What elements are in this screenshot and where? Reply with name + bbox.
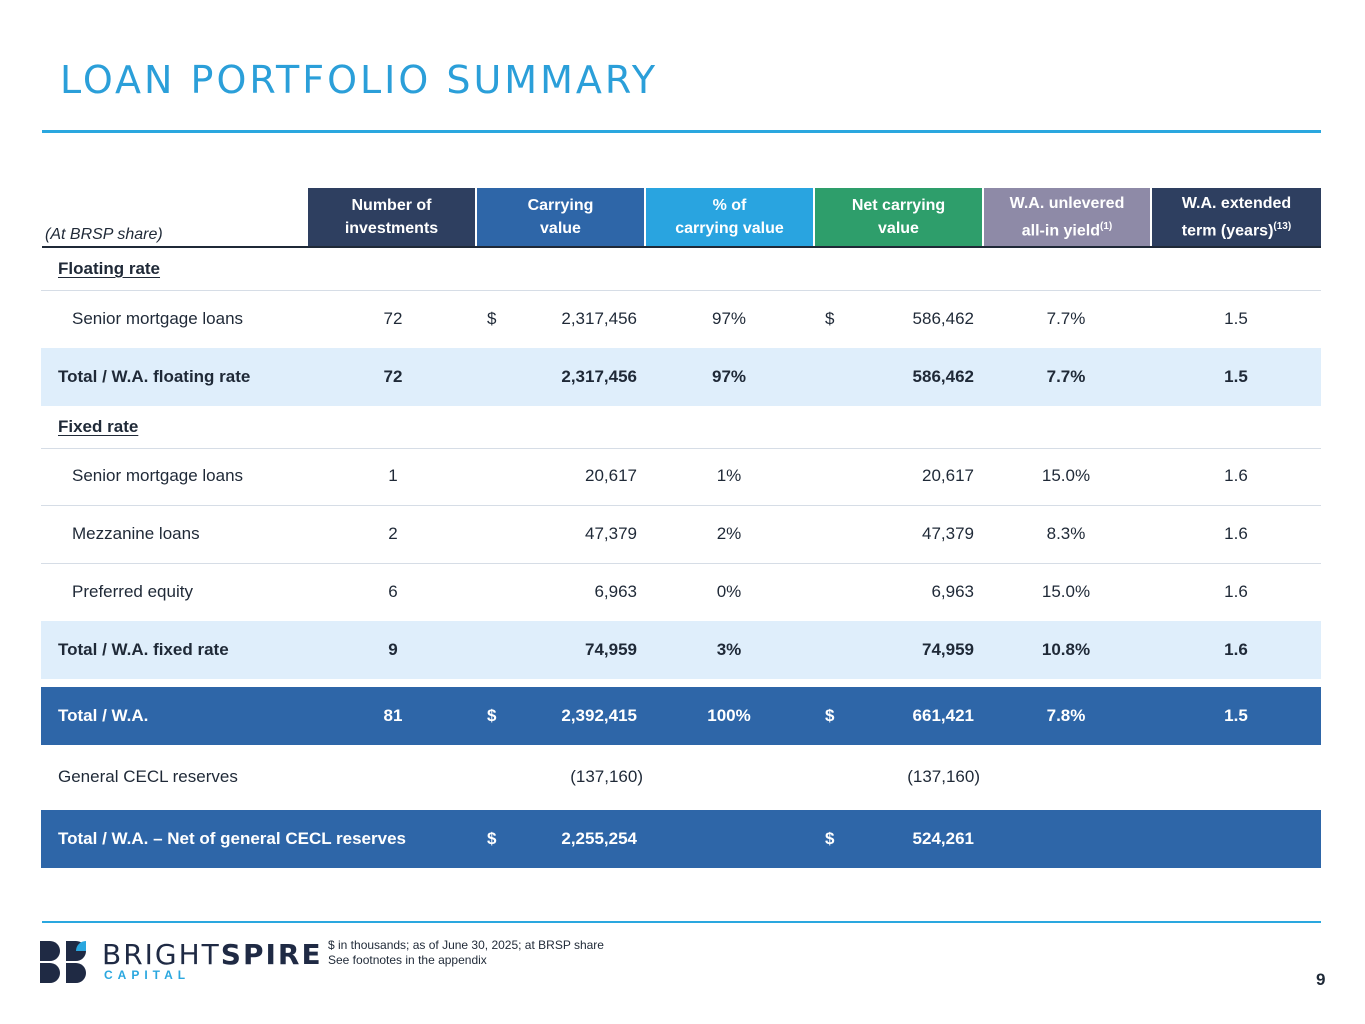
row-label: Mezzanine loans <box>72 524 200 543</box>
footer-divider <box>42 921 1321 923</box>
cell-carrying-value: 2,255,254 <box>561 829 637 848</box>
cell-yield: 15.0% <box>1041 582 1091 601</box>
cell-percent: 1% <box>716 466 742 485</box>
row-label: Senior mortgage loans <box>72 309 244 328</box>
cell-count: 6 <box>388 582 398 601</box>
header-underline <box>42 246 1321 248</box>
cell-carrying-value: 74,959 <box>585 640 637 659</box>
cell-term: 1.5 <box>1224 706 1248 725</box>
header-carrying-value: Carrying value <box>477 188 644 246</box>
table-row: Senior mortgage loans 72 $ 2,317,456 97%… <box>41 290 1321 349</box>
cell-term: 1.6 <box>1224 466 1248 485</box>
cell-net-carrying-value: 20,617 <box>922 466 974 485</box>
cell-percent: 97% <box>711 367 747 386</box>
cell-carrying-value: 20,617 <box>585 466 637 485</box>
cell-net-carrying-value: (137,160) <box>907 767 980 786</box>
cell-term: 1.5 <box>1224 367 1248 386</box>
cell-net-carrying-value: 6,963 <box>931 582 974 601</box>
section-label: Fixed rate <box>58 417 139 436</box>
cell-carrying-value: 2,392,415 <box>561 706 637 725</box>
cell-net-carrying-value: 47,379 <box>922 524 974 543</box>
table-row: Preferred equity 6 6,963 0% 6,963 15.0% … <box>41 563 1321 621</box>
brightspire-logo-icon <box>40 941 86 983</box>
cell-net-carrying-value: 586,462 <box>912 367 974 386</box>
cell-count: 2 <box>388 524 398 543</box>
cell-carrying-value: 2,317,456 <box>561 367 637 386</box>
cecl-reserves-row: General CECL reserves (137,160) (137,160… <box>41 748 1321 806</box>
cell-net-carrying-value: 74,959 <box>922 640 974 659</box>
cell-percent: 100% <box>707 706 751 725</box>
grand-total-row: Total / W.A. 81 $ 2,392,415 100% $ 661,4… <box>41 687 1321 745</box>
brand-subtitle: CAPITAL <box>104 968 191 982</box>
row-label: General CECL reserves <box>58 767 238 786</box>
title-divider <box>42 130 1321 133</box>
cell-net-carrying-value: 524,261 <box>912 829 974 848</box>
row-label: Preferred equity <box>72 582 193 601</box>
cell-yield: 7.7% <box>1046 309 1086 328</box>
currency-symbol: $ <box>825 706 835 725</box>
cell-term: 1.6 <box>1224 524 1248 543</box>
section-fixed-rate: Fixed rate <box>41 406 1321 449</box>
cell-term: 1.6 <box>1224 582 1248 601</box>
table-row: Mezzanine loans 2 47,379 2% 47,379 8.3% … <box>41 505 1321 564</box>
cell-percent: 0% <box>716 582 742 601</box>
page-title: LOAN PORTFOLIO SUMMARY <box>60 58 659 102</box>
cell-count: 72 <box>383 309 403 328</box>
cell-count: 1 <box>388 466 398 485</box>
table-row: Senior mortgage loans 1 20,617 1% 20,617… <box>41 447 1321 506</box>
total-row-floating: Total / W.A. floating rate 72 2,317,456 … <box>41 348 1321 406</box>
cell-yield: 8.3% <box>1046 524 1086 543</box>
section-label: Floating rate <box>58 259 161 278</box>
cell-count: 9 <box>388 640 398 659</box>
header-net-carrying-value: Net carrying value <box>815 188 982 246</box>
currency-symbol: $ <box>825 829 835 848</box>
row-label: Total / W.A. <box>58 706 149 725</box>
cell-percent: 3% <box>716 640 742 659</box>
cell-count: 72 <box>383 367 403 386</box>
row-label: Senior mortgage loans <box>72 466 244 485</box>
cell-percent: 2% <box>716 524 742 543</box>
header-percent-carrying-value: % of carrying value <box>646 188 813 246</box>
row-label: Total / W.A. – Net of general CECL reser… <box>58 829 406 848</box>
cell-yield: 7.7% <box>1046 367 1086 386</box>
currency-symbol: $ <box>825 309 835 328</box>
share-label: (At BRSP share) <box>45 226 163 243</box>
header-number-of-investments: Number of investments <box>308 188 475 246</box>
net-total-row: Total / W.A. – Net of general CECL reser… <box>41 810 1321 868</box>
footnote-appendix: See footnotes in the appendix <box>328 953 487 967</box>
footnote-units: $ in thousands; as of June 30, 2025; at … <box>328 938 604 952</box>
cell-term: 1.6 <box>1224 640 1248 659</box>
cell-carrying-value: (137,160) <box>570 767 643 786</box>
row-label: Total / W.A. fixed rate <box>58 640 229 659</box>
cell-count: 81 <box>383 706 403 725</box>
currency-symbol: $ <box>487 706 497 725</box>
cell-yield: 10.8% <box>1041 640 1091 659</box>
cell-term: 1.5 <box>1224 309 1248 328</box>
cell-net-carrying-value: 661,421 <box>912 706 974 725</box>
cell-carrying-value: 6,963 <box>594 582 637 601</box>
cell-net-carrying-value: 586,462 <box>912 309 974 328</box>
header-wa-extended-term: W.A. extended term (years)(13) <box>1152 188 1321 246</box>
row-label: Total / W.A. floating rate <box>58 367 251 386</box>
total-row-fixed: Total / W.A. fixed rate 9 74,959 3% 74,9… <box>41 621 1321 679</box>
cell-yield: 7.8% <box>1046 706 1086 725</box>
cell-carrying-value: 2,317,456 <box>561 309 637 328</box>
header-wa-unlevered-yield: W.A. unlevered all-in yield(1) <box>984 188 1150 246</box>
section-floating-rate: Floating rate <box>41 248 1321 291</box>
page-number: 9 <box>1316 970 1326 989</box>
currency-symbol: $ <box>487 309 497 328</box>
cell-percent: 97% <box>711 309 747 328</box>
currency-symbol: $ <box>487 829 497 848</box>
brand-name: BRIGHTSPIRE <box>102 938 323 971</box>
cell-carrying-value: 47,379 <box>585 524 637 543</box>
cell-yield: 15.0% <box>1041 466 1091 485</box>
